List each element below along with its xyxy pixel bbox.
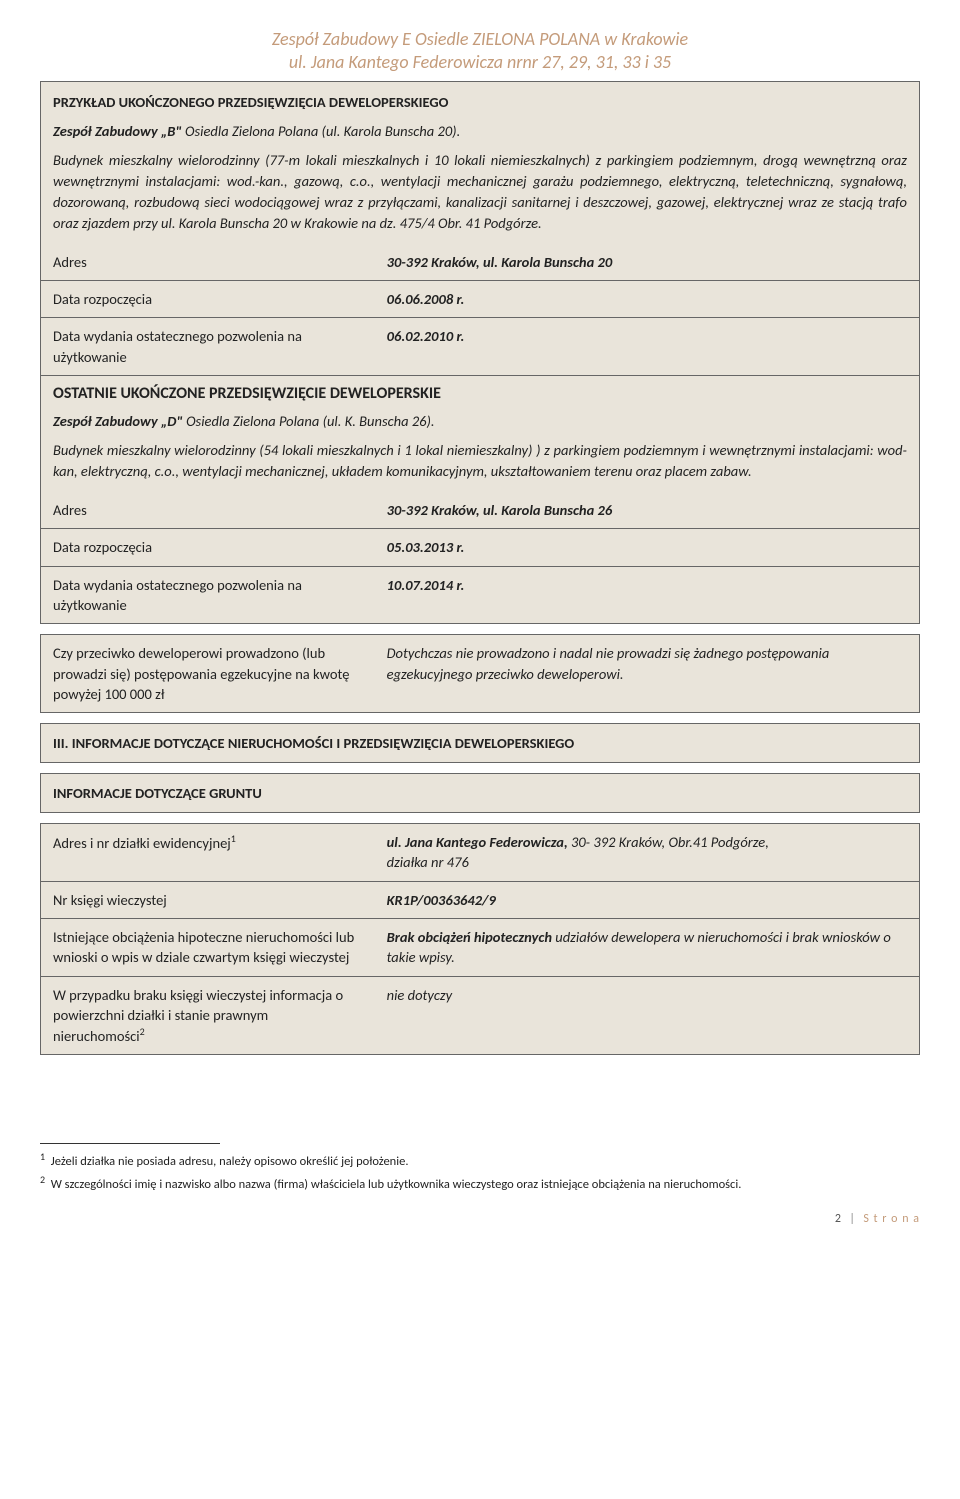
doc-header: Zespół Zabudowy E Osiedle ZIELONA POLANA… bbox=[40, 28, 920, 75]
footnotes: 1 Jeżeli działka nie posiada adresu, nal… bbox=[40, 1135, 920, 1193]
kw-label: Nr księgi wieczystej bbox=[41, 881, 375, 918]
pozw-value: 06.02.2010 r. bbox=[375, 318, 919, 375]
rozp-value: 06.06.2008 r. bbox=[375, 281, 919, 318]
page-number: 2 bbox=[835, 1212, 842, 1226]
dzialka-label-text: Adres i nr działki ewidencyjnej bbox=[53, 834, 231, 852]
footnote-ref-2: 2 bbox=[140, 1025, 145, 1038]
footnote-1: 1 Jeżeli działka nie posiada adresu, nal… bbox=[40, 1150, 920, 1171]
footnote-rule bbox=[40, 1143, 220, 1144]
adres-value: 30-392 Kraków, ul. Karola Bunscha 20 bbox=[375, 244, 919, 281]
obc-label: Istniejące obciążenia hipoteczne nieruch… bbox=[41, 919, 375, 977]
obc-value: Brak obciążeń hipotecznych udziałów dewe… bbox=[375, 919, 919, 977]
page: Zespół Zabudowy E Osiedle ZIELONA POLANA… bbox=[0, 0, 960, 1266]
header-line1: Zespół Zabudowy E Osiedle ZIELONA POLANA… bbox=[40, 28, 920, 51]
kw-value: KR1P/00363642/9 bbox=[375, 881, 919, 918]
example-subtitle: Zespół Zabudowy „B" Osiedla Zielona Pola… bbox=[53, 121, 907, 142]
dzialka-val-bold: ul. Jana Kantego Federowicza, bbox=[387, 833, 571, 851]
brak-kw-label: W przypadku braku księgi wieczystej info… bbox=[41, 976, 375, 1054]
enforcement-label: Czy przeciwko deweloperowi prowadzono (l… bbox=[41, 635, 375, 712]
rozp2-value: 05.03.2013 r. bbox=[375, 529, 919, 566]
grunt-box: Adres i nr działki ewidencyjnej1 ul. Jan… bbox=[40, 823, 920, 1055]
last-subtitle-bold: Zespół Zabudowy „D" bbox=[53, 412, 186, 430]
section-iii-header: III. INFORMACJE DOTYCZĄCE NIERUCHOMOŚCI … bbox=[40, 723, 920, 763]
last-subtitle-rest: Osiedla Zielona Polana (ul. K. Bunscha 2… bbox=[186, 412, 435, 430]
footnote-2-text: W szczególności imię i nazwisko albo naz… bbox=[51, 1177, 742, 1192]
brak-kw-value: nie dotyczy bbox=[375, 976, 919, 1054]
adres2-value: 30-392 Kraków, ul. Karola Bunscha 26 bbox=[375, 492, 919, 529]
last-subtitle: Zespół Zabudowy „D" Osiedla Zielona Pola… bbox=[53, 411, 907, 432]
page-label: S t r o n a bbox=[863, 1212, 920, 1226]
enforcement-value: Dotychczas nie prowadzono i nadal nie pr… bbox=[375, 635, 919, 712]
adres2-label: Adres bbox=[41, 492, 375, 529]
last-desc: Budynek mieszkalny wielorodzinny (54 lok… bbox=[53, 440, 907, 482]
adres-label: Adres bbox=[41, 244, 375, 281]
rozp2-label: Data rozpoczęcia bbox=[41, 529, 375, 566]
footnote-ref-1: 1 bbox=[231, 832, 236, 845]
dzialka-val-line2: działka nr 476 bbox=[387, 853, 469, 871]
subtitle-bold: Zespół Zabudowy „B" bbox=[53, 122, 185, 140]
example-desc: Budynek mieszkalny wielorodzinny (77-m l… bbox=[53, 150, 907, 234]
footnote-2: 2 W szczególności imię i nazwisko albo n… bbox=[40, 1173, 920, 1194]
last-table: Adres 30-392 Kraków, ul. Karola Bunscha … bbox=[41, 492, 919, 623]
obc-val-bold: Brak obciążeń hipotecznych bbox=[387, 928, 556, 946]
grunt-header: INFORMACJE DOTYCZĄCE GRUNTU bbox=[40, 773, 920, 813]
subtitle-rest: Osiedla Zielona Polana (ul. Karola Bunsc… bbox=[185, 122, 460, 140]
page-footer: 2 | S t r o n a bbox=[40, 1212, 920, 1226]
brak-kw-label-text: W przypadku braku księgi wieczystej info… bbox=[53, 986, 343, 1045]
header-line2: ul. Jana Kantego Federowicza nrnr 27, 29… bbox=[40, 51, 920, 74]
example-table: Adres 30-392 Kraków, ul. Karola Bunscha … bbox=[41, 244, 919, 375]
dzialka-val-rest: 30- 392 Kraków, Obr.41 Podgórze, bbox=[571, 833, 769, 851]
example-project-box: PRZYKŁAD UKOŃCZONEGO PRZEDSIĘWZIĘCIA DEW… bbox=[40, 81, 920, 625]
footnote-1-text: Jeżeli działka nie posiada adresu, należ… bbox=[51, 1155, 409, 1170]
pozw2-label: Data wydania ostatecznego pozwolenia na … bbox=[41, 566, 375, 623]
dzialka-value: ul. Jana Kantego Federowicza, 30- 392 Kr… bbox=[375, 824, 919, 881]
last-project-title: OSTATNIE UKOŃCZONE PRZEDSIĘWZIĘCIE DEWEL… bbox=[41, 375, 919, 411]
example-title: PRZYKŁAD UKOŃCZONEGO PRZEDSIĘWZIĘCIA DEW… bbox=[53, 92, 907, 113]
pozw2-value: 10.07.2014 r. bbox=[375, 566, 919, 623]
dzialka-label: Adres i nr działki ewidencyjnej1 bbox=[41, 824, 375, 881]
pozw-label: Data wydania ostatecznego pozwolenia na … bbox=[41, 318, 375, 375]
rozp-label: Data rozpoczęcia bbox=[41, 281, 375, 318]
enforcement-box: Czy przeciwko deweloperowi prowadzono (l… bbox=[40, 634, 920, 713]
